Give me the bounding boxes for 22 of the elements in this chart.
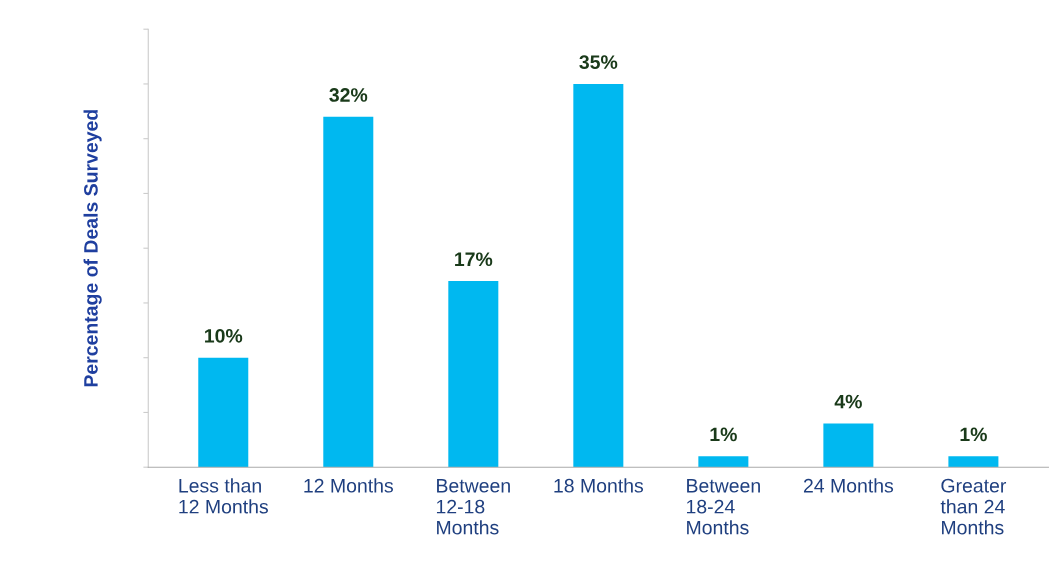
bar — [323, 116, 374, 468]
bar — [573, 83, 624, 468]
bar — [823, 423, 874, 468]
data-label: 4% — [834, 394, 862, 409]
data-label: 32% — [329, 88, 368, 102]
x-tick-label: 12 Months — [304, 478, 393, 493]
data-label: 1% — [710, 427, 737, 442]
data-label: 35% — [579, 55, 618, 70]
x-tick-label: Between 12-18 Months — [436, 479, 510, 535]
x-tick-label: 18 Months — [554, 478, 644, 493]
data-label: 1% — [960, 427, 987, 442]
bar — [198, 357, 249, 468]
bar — [698, 456, 749, 468]
bar — [948, 456, 999, 468]
x-tick-label: Greater than 24 Months — [940, 478, 1007, 535]
data-label: 17% — [455, 252, 493, 267]
data-label: 10% — [205, 328, 243, 343]
x-tick-label: Between 18-24 Months — [687, 479, 760, 535]
bar — [448, 281, 499, 468]
y-axis-title: Percentage of Deals Surveyed — [83, 110, 102, 387]
x-tick-label: 24 Months — [803, 478, 894, 493]
x-tick-label: Less than 12 Months — [179, 478, 268, 514]
